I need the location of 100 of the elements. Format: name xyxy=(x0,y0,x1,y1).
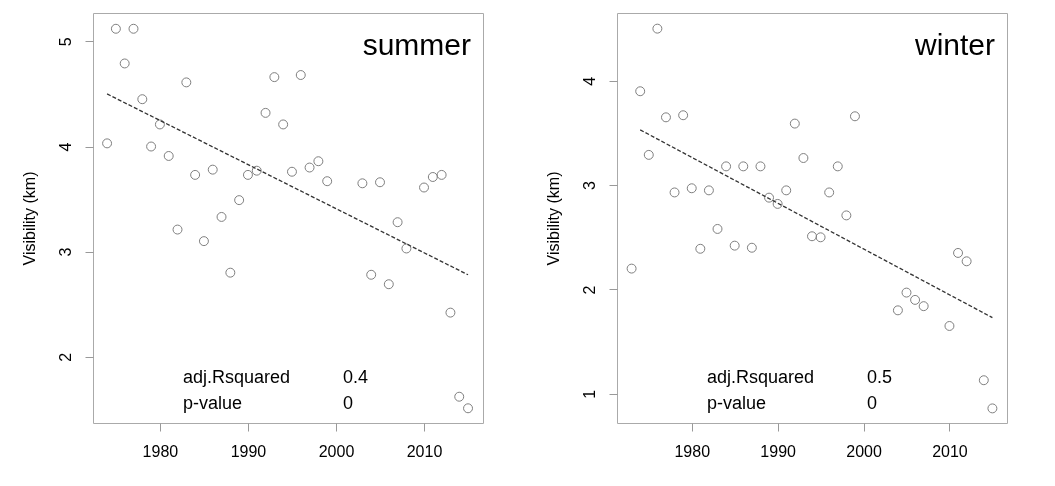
point xyxy=(892,305,903,316)
point xyxy=(910,294,921,305)
point xyxy=(781,185,792,196)
point xyxy=(146,141,157,152)
point xyxy=(110,23,121,34)
annotation: 0.5 xyxy=(867,367,893,387)
point xyxy=(278,119,289,130)
point xyxy=(322,176,333,187)
point xyxy=(678,110,689,121)
point xyxy=(729,240,740,251)
point xyxy=(313,156,324,167)
y-axis-title: Visibility (km) xyxy=(544,171,562,266)
point xyxy=(978,375,989,386)
x-tick-label: 1980 xyxy=(142,442,179,460)
point xyxy=(832,161,843,172)
point xyxy=(286,166,297,177)
point xyxy=(721,161,732,172)
point xyxy=(798,153,809,163)
x-tick-label: 1990 xyxy=(230,442,267,460)
point xyxy=(755,161,766,172)
point xyxy=(172,224,183,235)
point xyxy=(234,195,245,206)
point xyxy=(154,119,165,130)
point xyxy=(772,198,783,209)
point xyxy=(961,256,972,267)
point xyxy=(357,178,368,189)
point xyxy=(260,107,271,118)
point xyxy=(419,182,429,193)
point xyxy=(375,177,385,188)
point xyxy=(401,243,412,254)
point xyxy=(392,217,403,228)
point xyxy=(807,231,817,242)
x-tick-label: 2000 xyxy=(846,442,882,460)
y-tick-label: 1 xyxy=(580,389,598,399)
point xyxy=(295,70,306,80)
point xyxy=(366,269,377,280)
point xyxy=(454,391,465,402)
point xyxy=(198,236,209,247)
annotation: 0 xyxy=(343,393,354,413)
point xyxy=(824,187,835,198)
point xyxy=(102,138,113,149)
point xyxy=(445,307,456,318)
point xyxy=(987,403,998,414)
point xyxy=(137,94,148,105)
point xyxy=(427,172,438,182)
annotation: p-value xyxy=(183,393,243,413)
point xyxy=(119,58,130,69)
point xyxy=(660,112,671,123)
y-tick-label: 2 xyxy=(56,352,74,362)
point xyxy=(181,77,192,88)
y-tick-label: 5 xyxy=(56,37,74,47)
point xyxy=(789,118,800,129)
text: summer xyxy=(362,28,472,61)
y-tick-label: 3 xyxy=(56,247,74,257)
y-axis-title: Visibility (km) xyxy=(20,171,38,266)
point xyxy=(944,321,955,331)
point xyxy=(686,183,697,194)
point xyxy=(207,164,218,175)
x-tick-label: 2010 xyxy=(932,442,968,460)
point xyxy=(695,243,706,254)
point xyxy=(643,149,654,160)
point xyxy=(703,185,714,196)
x-tick-label: 1990 xyxy=(760,442,797,460)
point xyxy=(190,169,201,180)
point xyxy=(242,169,253,180)
point xyxy=(216,211,227,222)
annotation: 0.4 xyxy=(343,367,369,387)
point xyxy=(918,301,929,312)
point xyxy=(815,232,826,243)
point xyxy=(225,267,236,278)
point xyxy=(953,247,964,258)
x-tick-label: 2010 xyxy=(406,442,443,460)
point xyxy=(436,169,447,180)
point xyxy=(163,151,174,161)
point xyxy=(269,72,280,83)
point xyxy=(635,86,646,97)
point xyxy=(652,23,663,34)
point xyxy=(746,242,757,253)
text: winter xyxy=(913,28,995,61)
annotation: adj.Rsquared xyxy=(183,367,291,387)
annotation: p-value xyxy=(707,393,767,413)
point xyxy=(626,263,637,274)
point xyxy=(738,161,749,172)
y-tick-label: 4 xyxy=(580,76,598,86)
point xyxy=(383,279,394,290)
point xyxy=(849,111,860,122)
x-tick-label: 2000 xyxy=(318,442,355,460)
point xyxy=(901,287,912,298)
point xyxy=(712,223,723,234)
annotation: 0 xyxy=(867,393,878,413)
point xyxy=(128,23,139,34)
y-tick-label: 3 xyxy=(580,181,598,191)
point xyxy=(251,165,262,176)
y-tick-label: 4 xyxy=(56,142,74,152)
point xyxy=(304,162,315,173)
y-tick-label: 2 xyxy=(580,285,598,295)
annotation: adj.Rsquared xyxy=(707,367,815,387)
point xyxy=(669,187,680,198)
point xyxy=(764,192,775,203)
point xyxy=(841,210,852,221)
